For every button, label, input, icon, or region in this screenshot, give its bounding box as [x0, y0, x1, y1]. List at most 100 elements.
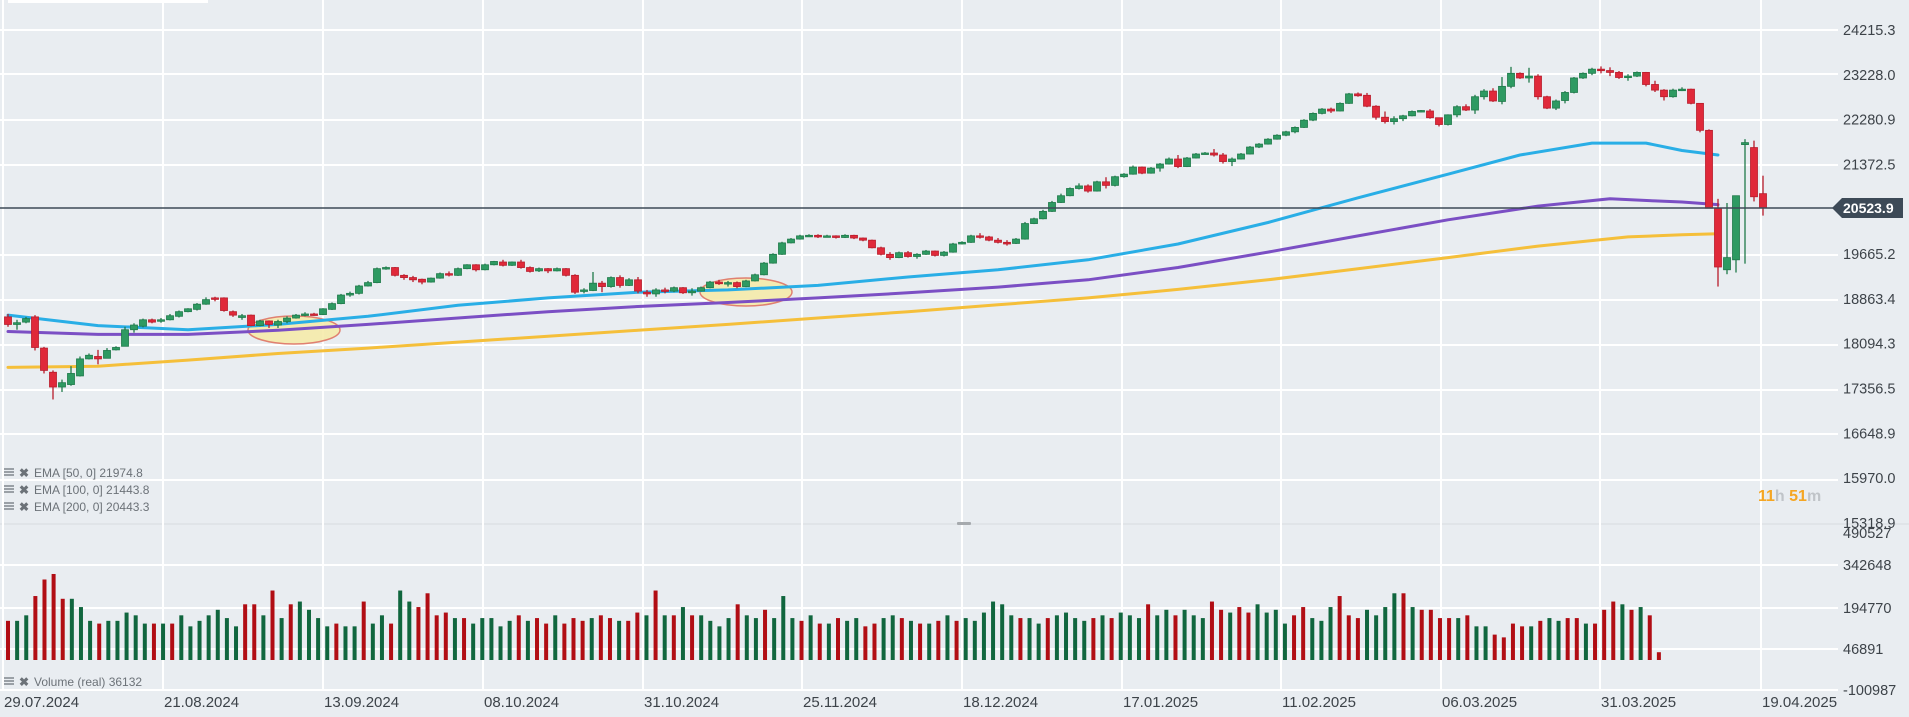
legend-volume[interactable]: ✖ Volume (real) 36132: [4, 675, 142, 689]
candle: [1048, 200, 1056, 212]
volume-bar: [908, 620, 913, 660]
candle: [391, 266, 399, 277]
panel-resize-handle[interactable]: [957, 522, 971, 525]
settings-lines-icon[interactable]: [4, 502, 14, 510]
candle: [265, 320, 273, 328]
volume-bar: [1492, 634, 1497, 660]
candle: [1705, 129, 1713, 209]
remove-icon[interactable]: ✖: [19, 466, 29, 480]
remove-icon[interactable]: ✖: [19, 483, 29, 497]
volume-bar: [717, 626, 722, 660]
price-tick-label: 15970.0: [1843, 471, 1895, 487]
volume-bar: [890, 615, 895, 660]
legend-ema-2[interactable]: ✖ EMA [200, 0] 20443.3: [4, 500, 150, 514]
volume-bar: [1136, 618, 1141, 660]
volume-bar: [170, 623, 175, 660]
volume-bar: [936, 620, 941, 660]
date-tick-label: 11.02.2025: [1282, 694, 1356, 711]
remove-icon[interactable]: ✖: [19, 675, 29, 689]
candle: [670, 286, 678, 293]
volume-bar: [115, 620, 120, 660]
volume-bar: [252, 604, 257, 660]
candle: [1588, 67, 1596, 76]
volume-bar: [991, 601, 996, 660]
legend-ema-1[interactable]: ✖ EMA [100, 0] 21443.8: [4, 483, 150, 497]
candle: [139, 318, 147, 328]
candle: [1444, 114, 1452, 126]
volume-bar: [863, 626, 868, 660]
candle: [301, 312, 309, 317]
volume-bar: [1556, 620, 1561, 660]
indicator-legend: ✖ EMA [50, 0] 21974.8 ✖ EMA [100, 0] 21443.…: [4, 466, 150, 689]
volume-bar: [1401, 593, 1406, 660]
volume-tick-label: 490527: [1843, 526, 1891, 542]
candle: [454, 267, 462, 276]
volume-bar: [124, 612, 129, 660]
settings-lines-icon[interactable]: [4, 468, 14, 476]
remove-icon[interactable]: ✖: [19, 500, 29, 514]
candle: [58, 379, 66, 392]
candle: [382, 266, 390, 270]
volume-bar: [1474, 626, 1479, 660]
price-axis[interactable]: 24215.3 23228.0 22280.9 21372.5 19665.2 18863…: [1832, 23, 1903, 532]
volume-bar: [899, 618, 904, 660]
candle: [1390, 116, 1398, 125]
volume-bar: [854, 618, 859, 660]
price-tick-label: 24215.3: [1843, 23, 1895, 39]
volume-bar: [1520, 626, 1525, 660]
volume-bar: [1282, 623, 1287, 660]
candle: [220, 297, 228, 312]
volume-bar: [1155, 615, 1160, 660]
candle: [4, 313, 12, 327]
candle: [355, 284, 363, 295]
candle: [571, 274, 579, 294]
candle: [1615, 71, 1623, 79]
settings-lines-icon[interactable]: [4, 485, 14, 493]
volume-bar: [1583, 623, 1588, 660]
volume-bar: [1647, 615, 1652, 660]
volume-bar: [1264, 612, 1269, 660]
price-tick-label: 18094.3: [1843, 337, 1895, 353]
volume-axis[interactable]: 490527 342648 194770 46891 -100987: [1843, 526, 1896, 699]
candle: [517, 259, 525, 269]
candle: [1489, 88, 1497, 102]
candle: [1309, 112, 1317, 122]
volume-bar: [817, 623, 822, 660]
candle: [1084, 184, 1092, 193]
candlestick-series: [4, 66, 1767, 400]
candle: [130, 323, 138, 333]
candle: [607, 276, 615, 288]
candle: [886, 252, 894, 260]
candle: [1120, 173, 1128, 178]
volume-bar: [370, 623, 375, 660]
candle: [1336, 102, 1344, 112]
volume-bar: [1328, 607, 1333, 660]
price-tick-label: 23228.0: [1843, 68, 1895, 84]
date-axis[interactable]: 29.07.2024 21.08.2024 13.09.2024 08.10.2024…: [4, 694, 1837, 711]
volume-bar: [927, 623, 932, 660]
candle: [1156, 163, 1164, 172]
candle: [679, 287, 687, 294]
volume-bar: [188, 626, 193, 660]
candle: [1471, 94, 1479, 114]
candle: [598, 280, 606, 293]
volume-bar: [553, 615, 558, 660]
price-tick-label: 15318.9: [1843, 516, 1895, 532]
volume-bar: [1036, 623, 1041, 660]
volume-bar: [1200, 618, 1205, 660]
candle: [1561, 91, 1569, 104]
legend-ema-0[interactable]: ✖ EMA [50, 0] 21974.8: [4, 466, 143, 480]
volume-bar: [617, 620, 622, 660]
candle: [112, 346, 120, 351]
volume-bar: [872, 623, 877, 660]
candle: [706, 280, 714, 289]
volume-bar: [1118, 612, 1123, 660]
ema50-line: [6, 141, 1720, 332]
volume-bar: [1273, 609, 1278, 660]
settings-lines-icon[interactable]: [4, 677, 14, 685]
volume-bar: [443, 612, 448, 660]
candle: [1723, 203, 1731, 275]
candle: [859, 237, 867, 242]
